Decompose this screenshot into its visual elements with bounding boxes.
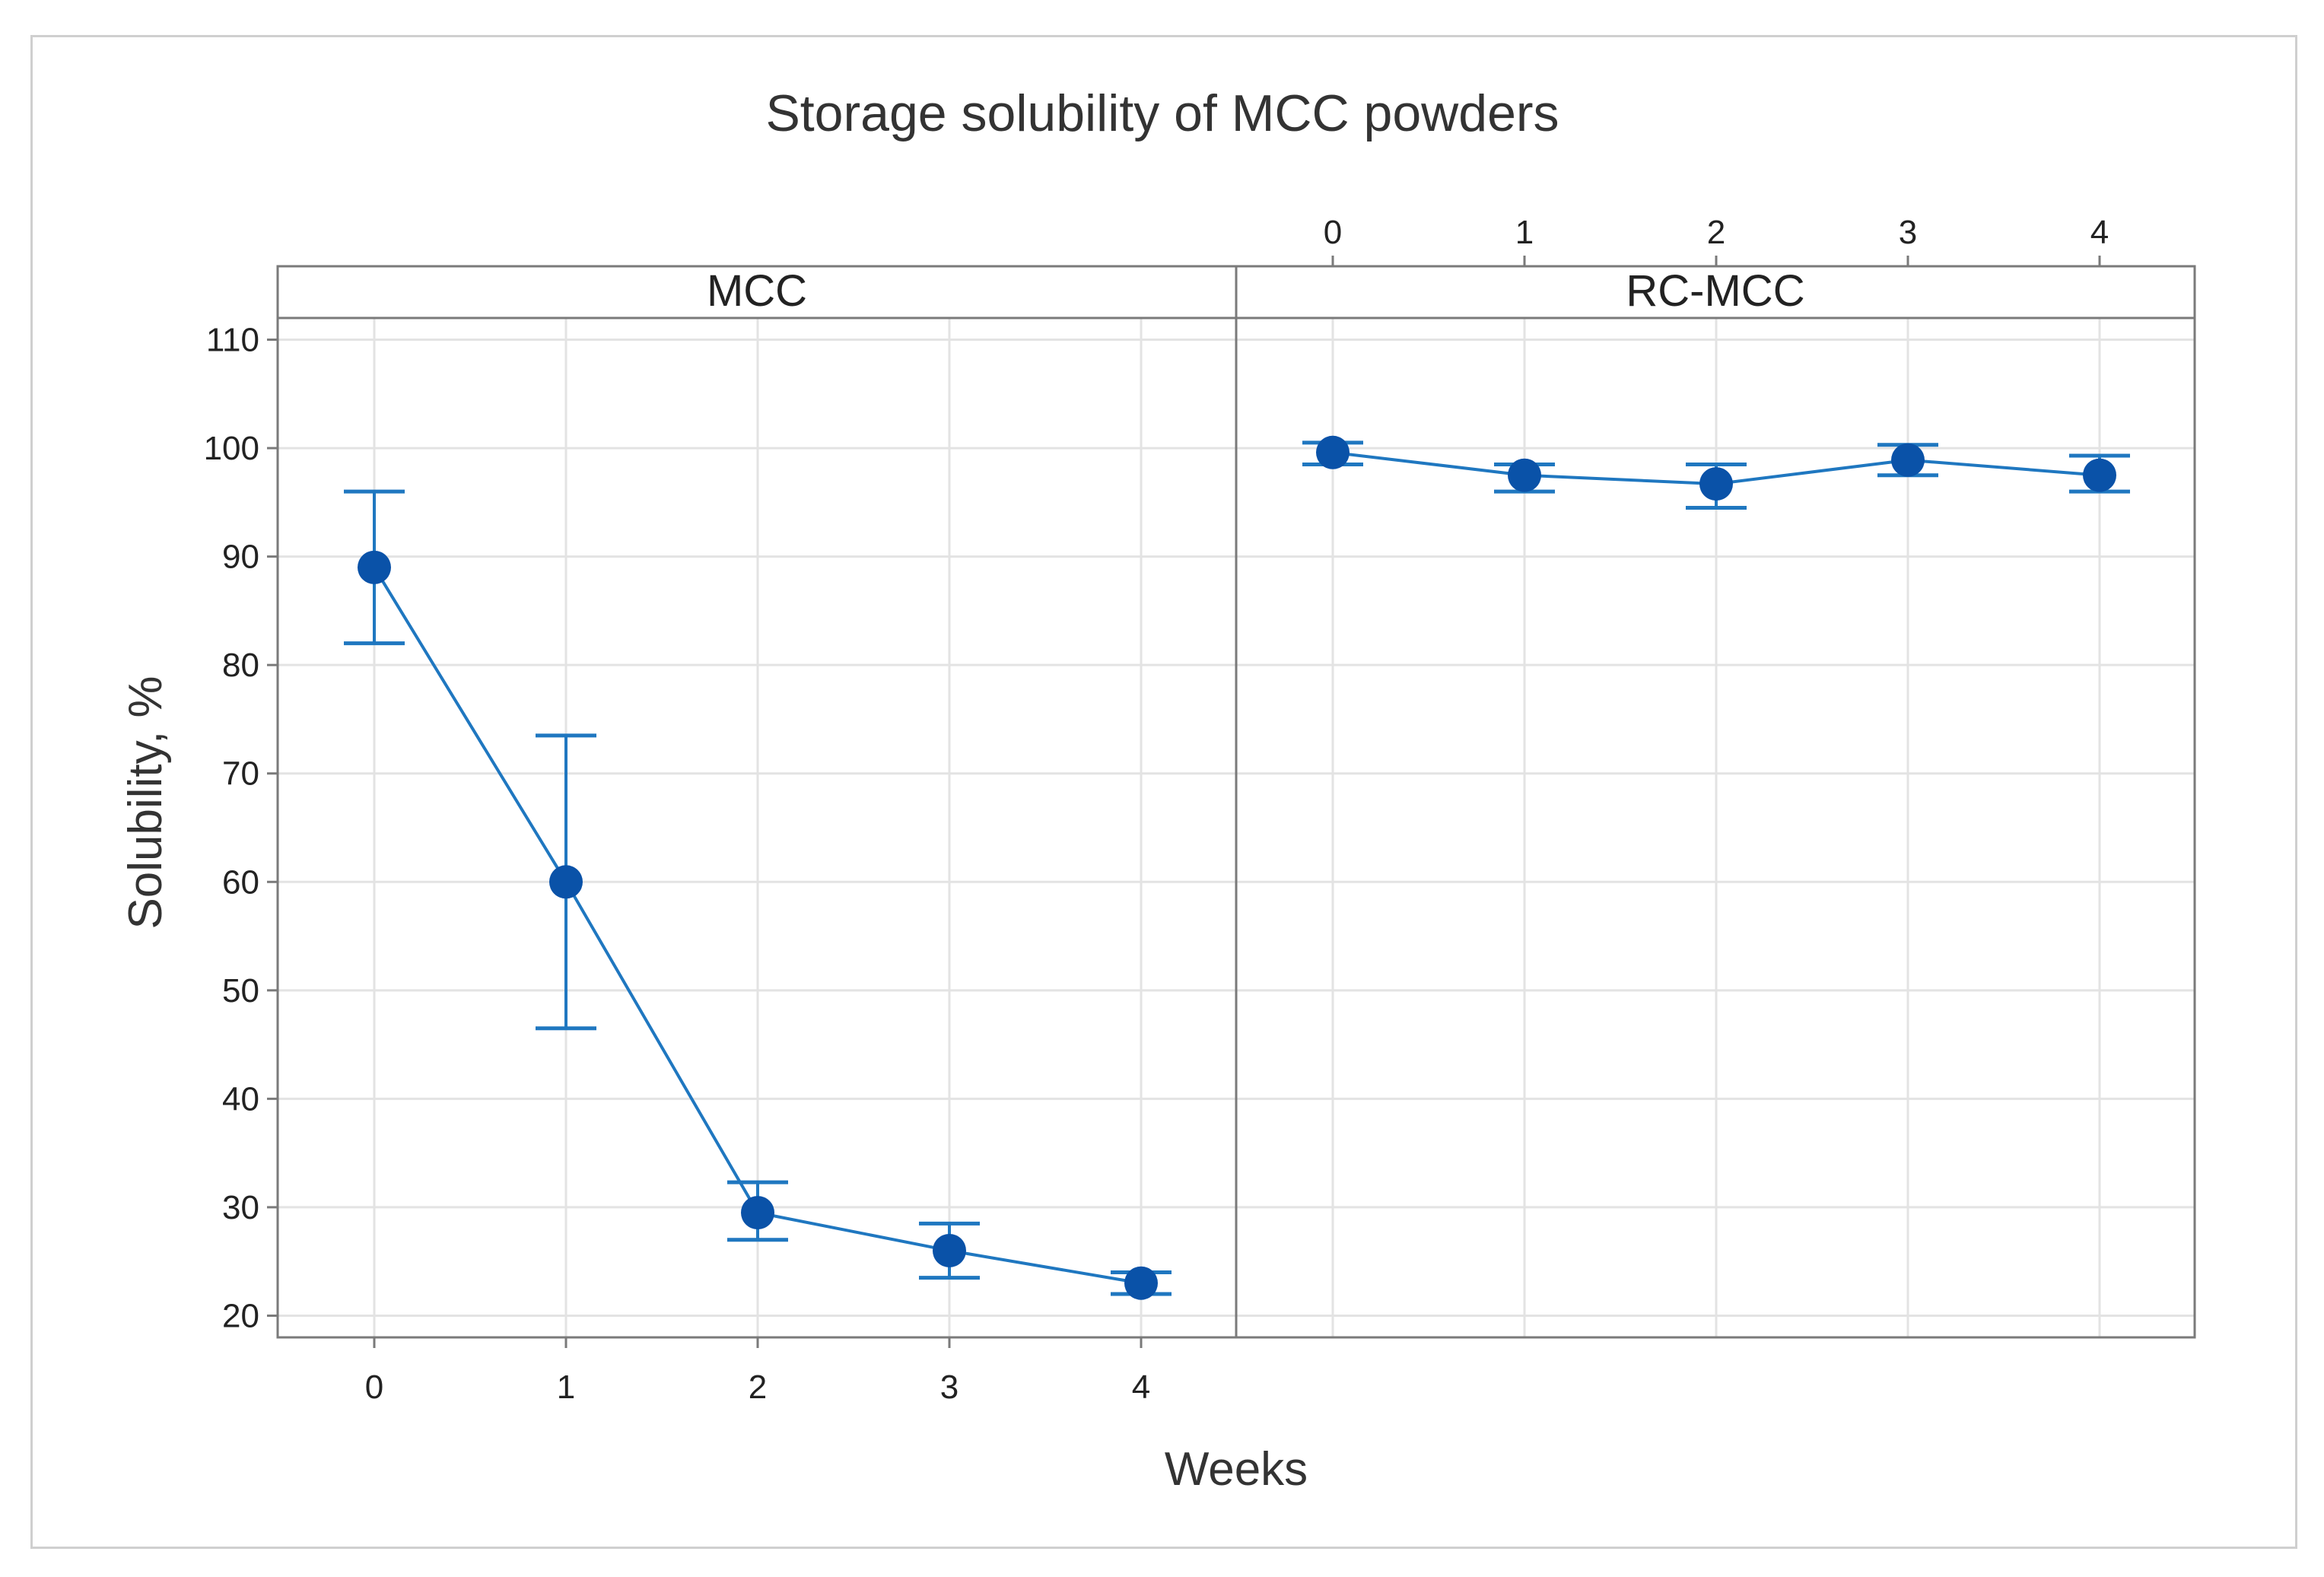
y-tick-label: 100 — [204, 430, 259, 467]
panel-rc-mcc: RC-MCC 0 1 2 3 4 — [1235, 214, 2196, 1339]
x-tick-label: 2 — [749, 1369, 767, 1406]
data-point — [1508, 458, 1541, 492]
x-tick-label: 2 — [1707, 214, 1725, 251]
data-point — [741, 1196, 774, 1230]
data-point — [1699, 467, 1733, 501]
y-tick-label: 20 — [222, 1297, 259, 1334]
x-tick-label: 3 — [940, 1369, 959, 1406]
panel-frame — [1235, 316, 2196, 1339]
y-tick-label: 30 — [222, 1189, 259, 1226]
panel-mcc: MCC 0 1 2 3 4 20 30 40 50 60 70 80 90 100 110 — [204, 265, 1238, 1406]
panel-strip-label: MCC — [707, 266, 807, 316]
plot-layer: MCC 0 1 2 3 4 20 30 40 50 60 70 80 90 100 110 RC-MCC 0 1 2 3… — [204, 214, 2196, 1406]
panel-strip-label: RC-MCC — [1626, 266, 1804, 316]
y-tick-label: 40 — [222, 1080, 259, 1118]
data-point — [933, 1233, 966, 1267]
chart-title: Storage solubility of MCC powders — [765, 84, 1559, 142]
x-tick-label: 4 — [2090, 214, 2109, 251]
y-tick-label: 110 — [206, 322, 259, 359]
x-tick-label: 1 — [557, 1369, 575, 1406]
data-point — [1316, 435, 1350, 469]
y-tick-label: 80 — [222, 647, 259, 684]
panel-strip — [1235, 265, 2196, 320]
x-tick-label: 0 — [1324, 214, 1342, 251]
data-point — [2083, 458, 2116, 492]
y-tick-label: 60 — [222, 863, 259, 901]
x-tick-label: 3 — [1899, 214, 1917, 251]
y-tick-label: 90 — [222, 539, 259, 576]
y-axis-label: Solubility, % — [119, 676, 172, 929]
y-tick-label: 50 — [222, 972, 259, 1009]
x-tick-label: 0 — [365, 1369, 383, 1406]
x-axis-label: Weeks — [1165, 1443, 1308, 1496]
x-tick-label: 4 — [1132, 1369, 1150, 1406]
data-point — [549, 865, 583, 899]
data-point — [1891, 443, 1925, 477]
data-point — [1124, 1266, 1158, 1300]
x-tick-label: 1 — [1515, 214, 1534, 251]
data-point — [358, 550, 391, 584]
y-tick-label: 70 — [222, 755, 259, 793]
